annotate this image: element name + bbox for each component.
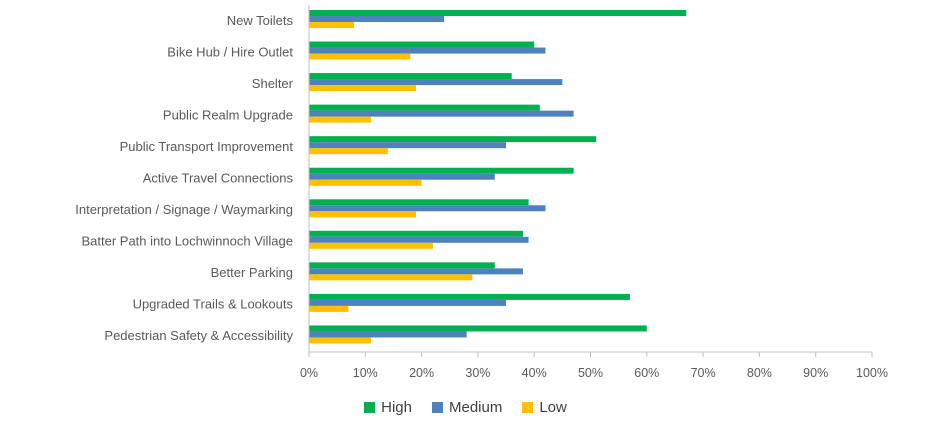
bar-low-3 <box>309 116 371 123</box>
x-tick-label: 50% <box>578 366 603 380</box>
bar-low-1 <box>309 53 411 60</box>
x-tick-label: 60% <box>634 366 659 380</box>
category-label: Bike Hub / Hire Outlet <box>167 44 293 59</box>
bar-low-9 <box>309 305 349 312</box>
x-tick-label: 0% <box>300 366 318 380</box>
bar-low-10 <box>309 337 371 344</box>
x-tick-label: 70% <box>691 366 716 380</box>
bar-medium-7 <box>309 236 529 243</box>
category-label: Better Parking <box>211 265 293 280</box>
bar-high-4 <box>309 136 597 143</box>
bar-medium-0 <box>309 16 445 22</box>
legend-label: High <box>381 399 412 416</box>
x-tick-label: 80% <box>747 366 772 380</box>
x-tick-label: 30% <box>465 366 490 380</box>
bar-high-7 <box>309 230 523 237</box>
bar-low-7 <box>309 242 433 249</box>
bar-low-5 <box>309 179 422 186</box>
category-label: New Toilets <box>227 13 294 28</box>
category-label: Upgraded Trails & Lookouts <box>133 297 294 312</box>
legend-swatch <box>522 402 534 413</box>
category-labels: New Toilets Bike Hub / Hire Outlet Shelter… <box>75 13 293 343</box>
bar-medium-5 <box>309 173 495 180</box>
bar-medium-2 <box>309 79 563 86</box>
x-tick-label: 40% <box>522 366 547 380</box>
bar-high-1 <box>309 41 535 48</box>
legend-swatch <box>364 402 376 413</box>
x-tick-label: 100% <box>856 366 888 380</box>
x-axis: 0% 10% 20% 30% 40% 50% 60% 70% 80% 90% 100% <box>300 5 888 380</box>
bar-chart: New Toilets Bike Hub / Hire Outlet Shelter… <box>75 5 888 380</box>
legend-swatch <box>431 402 443 413</box>
bar-medium-6 <box>309 205 546 212</box>
category-label: Active Travel Connections <box>143 171 294 186</box>
bar-medium-1 <box>309 47 546 54</box>
legend-item-low: Low <box>522 399 567 416</box>
bar-high-0 <box>309 10 687 16</box>
bar-high-8 <box>309 262 495 269</box>
bar-medium-3 <box>309 110 574 117</box>
bar-low-8 <box>309 274 473 281</box>
category-label: Shelter <box>252 76 294 91</box>
legend-item-medium: Medium <box>431 399 503 416</box>
bar-medium-9 <box>309 299 507 306</box>
x-tick-label: 20% <box>409 366 434 380</box>
x-tick-label: 90% <box>803 366 828 380</box>
category-label: Interpretation / Signage / Waymarking <box>75 202 293 217</box>
legend: High Medium Low <box>0 399 931 416</box>
bar-low-4 <box>309 148 388 155</box>
legend-label: Low <box>539 399 567 416</box>
bar-medium-8 <box>309 268 523 275</box>
category-label: Pedestrian Safety & Accessibility <box>104 328 293 343</box>
category-label: Public Transport Improvement <box>120 139 294 154</box>
bar-high-2 <box>309 73 512 80</box>
bar-low-6 <box>309 211 416 218</box>
bar-low-2 <box>309 85 416 92</box>
bar-medium-4 <box>309 142 507 149</box>
bar-high-9 <box>309 293 630 300</box>
bar-high-5 <box>309 167 574 174</box>
bar-high-6 <box>309 199 529 206</box>
bars-group <box>309 10 687 344</box>
legend-label: Medium <box>448 399 503 416</box>
bar-high-3 <box>309 104 540 111</box>
bar-high-10 <box>309 325 647 332</box>
legend-item-high: High <box>364 399 412 416</box>
x-tick-label: 10% <box>353 366 378 380</box>
category-label: Public Realm Upgrade <box>163 107 293 122</box>
bar-low-0 <box>309 22 355 28</box>
bar-medium-10 <box>309 331 467 338</box>
category-label: Batter Path into Lochwinnoch Village <box>81 234 293 249</box>
